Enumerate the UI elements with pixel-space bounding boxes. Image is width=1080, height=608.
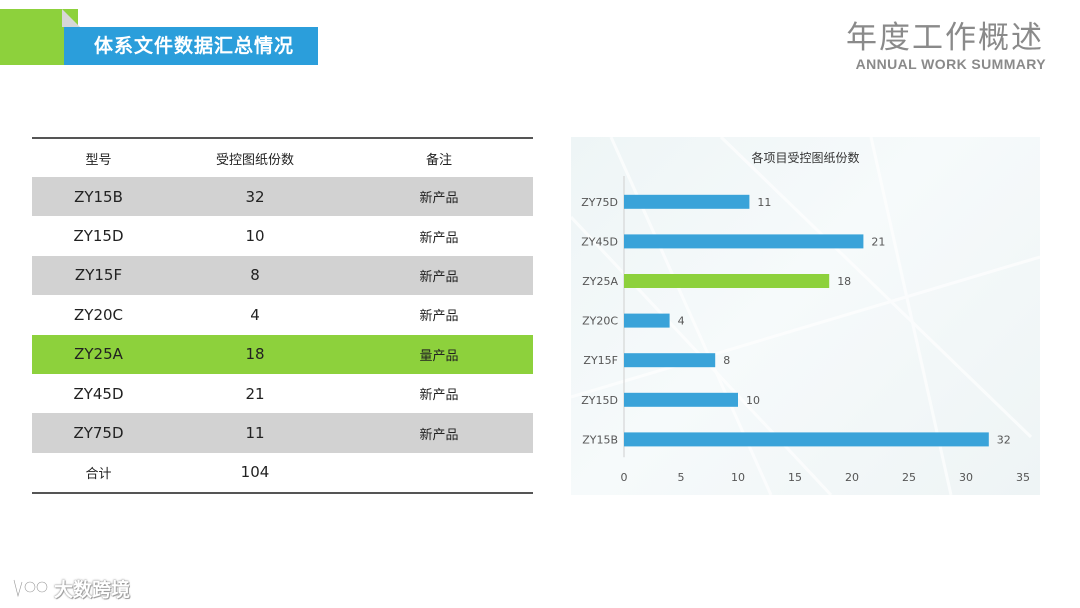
watermark-text: 大数跨境 <box>54 578 131 601</box>
x-tick-label: 35 <box>1016 471 1030 484</box>
x-tick-label: 0 <box>621 471 628 484</box>
bar-zy45d <box>624 234 864 249</box>
cell-model: ZY15D <box>73 227 124 246</box>
cell-note: 新产品 <box>419 309 459 325</box>
cell-count: 4 <box>250 305 260 324</box>
section-banner: 体系文件数据汇总情况 <box>0 9 320 65</box>
cell-model: ZY75D <box>73 424 124 443</box>
column-header-count: 受控图纸份数 <box>215 152 294 168</box>
y-tick-label: ZY45D <box>581 235 618 248</box>
cell-count: 32 <box>245 187 265 206</box>
cell-model: ZY15F <box>74 266 123 285</box>
table-row-highlighted: ZY25A 18 量产品 <box>32 334 533 374</box>
y-tick-label: ZY25A <box>582 275 618 288</box>
cell-model: ZY25A <box>74 345 123 364</box>
table-header-row: 型号 受控图纸份数 备注 <box>32 139 533 177</box>
cell-model: ZY15B <box>74 187 123 206</box>
y-tick-label: ZY75D <box>581 196 618 209</box>
cell-note: 新产品 <box>419 388 459 404</box>
bar-chart: ZY75D 11 ZY45D 21 ZY25A 18 ZY20C 4 ZY15F 8 ZY15D 10… <box>571 137 1040 495</box>
cell-count: 18 <box>245 345 265 364</box>
data-table: 型号 受控图纸份数 备注 ZY15B 32 新产品 ZY15D 10 新产品 Z… <box>32 137 533 495</box>
watermark-logo-icon <box>12 579 49 600</box>
cell-note: 新产品 <box>419 191 459 207</box>
cell-model: ZY20C <box>74 305 123 324</box>
cell-count: 21 <box>245 384 265 403</box>
cell-model: ZY45D <box>73 384 124 403</box>
x-tick-label: 25 <box>902 471 916 484</box>
bar-zy20c <box>624 313 670 328</box>
y-tick-label: ZY15D <box>581 394 618 407</box>
background-line <box>571 255 1040 399</box>
table-row: ZY15D 10 新产品 <box>32 216 533 255</box>
bar-zy75d <box>624 194 750 209</box>
data-label: 4 <box>678 315 685 328</box>
y-tick-label: ZY15B <box>582 433 618 446</box>
cell-note: 新产品 <box>419 230 459 246</box>
page-title: 年度工作概述 <box>846 20 1044 56</box>
x-tick-label: 30 <box>959 471 973 484</box>
data-label: 8 <box>723 354 730 367</box>
bar-zy25a <box>624 274 830 288</box>
data-label: 32 <box>997 433 1011 446</box>
table-total-row: 合计 104 <box>32 453 533 492</box>
banner-fold <box>62 9 80 27</box>
total-label: 合计 <box>85 466 112 482</box>
data-label: 21 <box>871 235 885 248</box>
column-header-note: 备注 <box>425 152 452 168</box>
page-subtitle: ANNUAL WORK SUMMARY <box>855 56 1046 72</box>
watermark: 大数跨境 <box>10 574 130 602</box>
cell-note: 新产品 <box>419 427 459 443</box>
bar-zy15f <box>624 353 716 368</box>
data-label: 18 <box>837 275 851 288</box>
chart-title: 各项目受控图纸份数 <box>751 151 860 165</box>
x-tick-label: 5 <box>678 471 685 484</box>
table-row: ZY45D 21 新产品 <box>32 374 533 413</box>
total-count: 104 <box>240 463 270 482</box>
cell-count: 8 <box>250 266 260 285</box>
column-header-model: 型号 <box>85 152 112 168</box>
cell-count: 11 <box>245 424 265 443</box>
background-line <box>719 137 1033 439</box>
cell-count: 10 <box>245 227 265 246</box>
table-row: ZY15F 8 新产品 <box>32 255 533 296</box>
cell-note: 新产品 <box>419 269 459 285</box>
table-row: ZY75D 11 新产品 <box>32 413 533 453</box>
cell-note: 量产品 <box>419 348 459 364</box>
y-tick-label: ZY20C <box>582 315 618 328</box>
bar-zy15d <box>624 392 738 407</box>
table-row: ZY20C 4 新产品 <box>32 295 533 334</box>
data-label: 11 <box>757 196 771 209</box>
x-tick-label: 10 <box>731 471 745 484</box>
section-title: 体系文件数据汇总情况 <box>64 27 318 65</box>
bar-zy15b <box>624 432 989 447</box>
x-tick-label: 15 <box>788 471 802 484</box>
chart-panel: ZY75D 11 ZY45D 21 ZY25A 18 ZY20C 4 ZY15F 8 ZY15D 10… <box>571 137 1040 495</box>
table-row: ZY15B 32 新产品 <box>32 177 533 217</box>
data-label: 10 <box>746 394 760 407</box>
x-tick-label: 20 <box>845 471 859 484</box>
y-tick-label: ZY15F <box>583 354 618 367</box>
